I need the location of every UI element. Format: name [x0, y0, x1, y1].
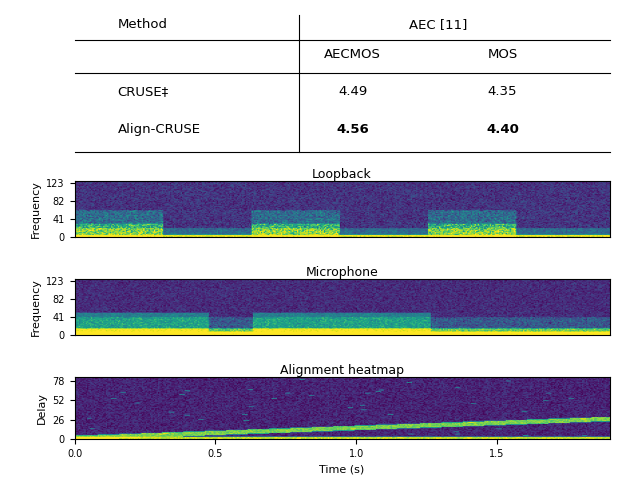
Y-axis label: Frequency: Frequency	[31, 278, 41, 336]
Text: 4.56: 4.56	[337, 123, 369, 136]
Text: Method: Method	[118, 18, 167, 31]
Title: Alignment heatmap: Alignment heatmap	[280, 364, 404, 377]
X-axis label: Time (s): Time (s)	[320, 465, 364, 474]
Text: MOS: MOS	[488, 48, 518, 61]
Y-axis label: Frequency: Frequency	[31, 180, 41, 238]
Title: Loopback: Loopback	[312, 168, 372, 181]
Text: CRUSE‡: CRUSE‡	[118, 85, 169, 99]
Text: AEC [11]: AEC [11]	[409, 18, 468, 31]
Text: 4.40: 4.40	[486, 123, 519, 136]
Y-axis label: Delay: Delay	[37, 392, 47, 424]
Text: AECMOS: AECMOS	[324, 48, 381, 61]
Text: 4.49: 4.49	[338, 85, 368, 99]
Title: Microphone: Microphone	[306, 266, 378, 279]
Text: Align-CRUSE: Align-CRUSE	[118, 123, 200, 136]
Text: 4.35: 4.35	[488, 85, 518, 99]
